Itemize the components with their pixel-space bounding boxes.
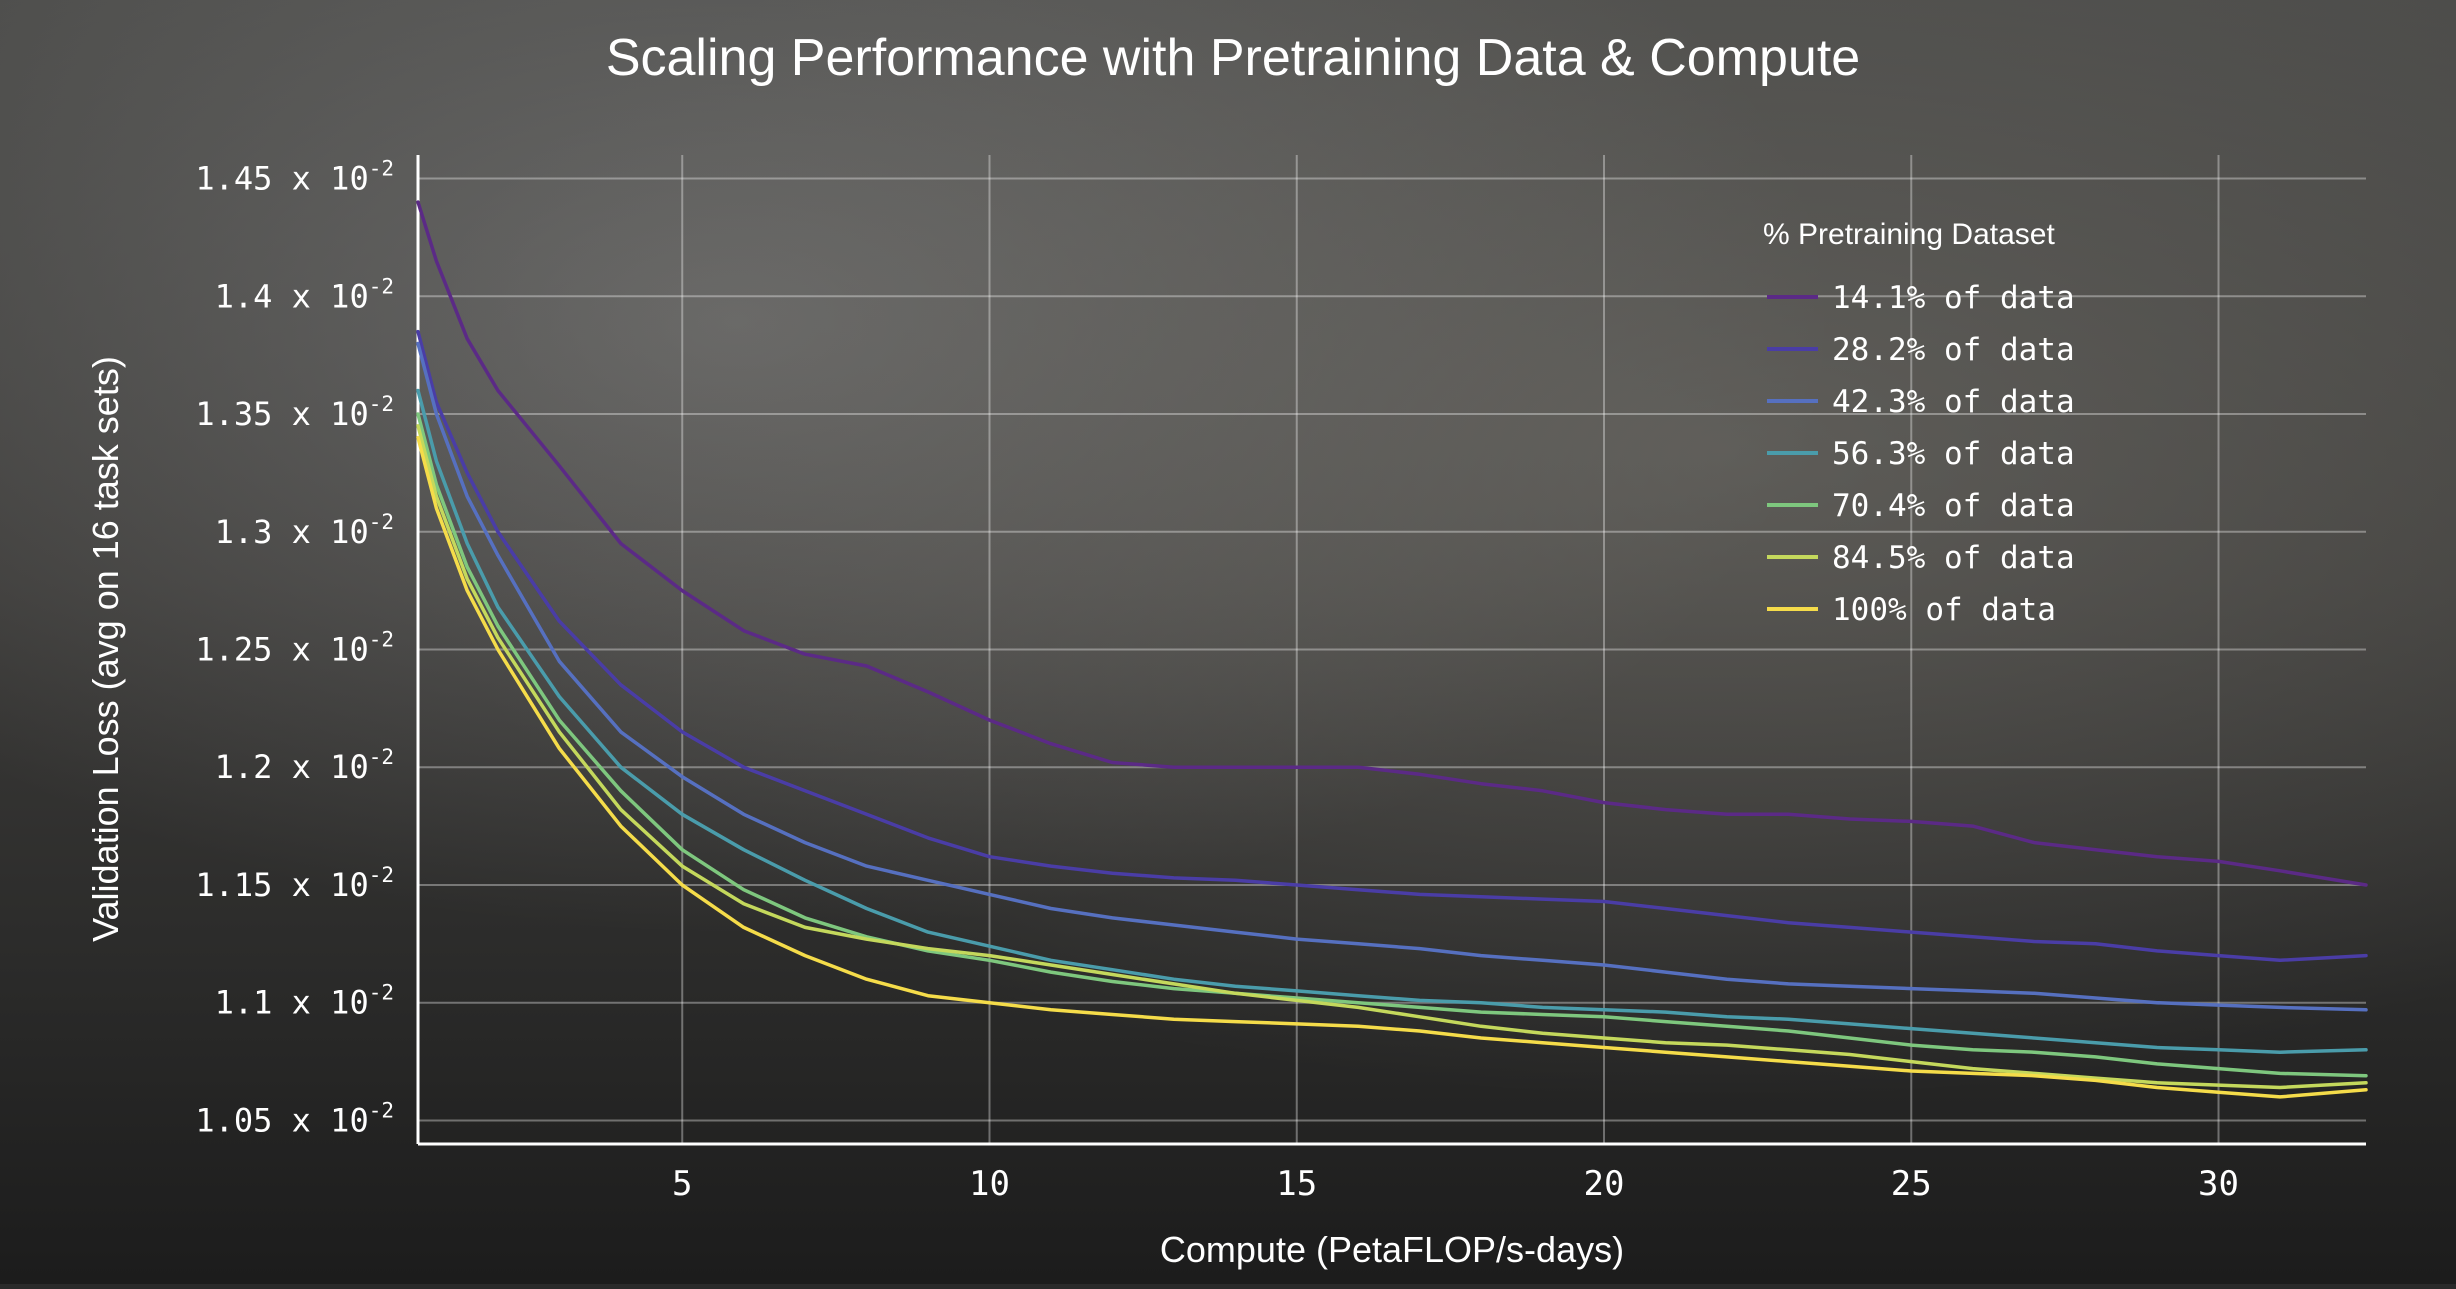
x-tick-label: 20 [1584,1164,1625,1204]
y-tick-label: 1.35 x 10-2 [195,392,394,433]
y-tick-label: 1.1 x 10-2 [215,981,394,1022]
y-tick-label: 1.3 x 10-2 [215,510,394,551]
legend: % Pretraining Dataset 14.1% of data 28.2%… [1763,218,2075,628]
series-lines [416,200,2368,1099]
legend-label: 28.2% of data [1832,332,2075,368]
legend-title: % Pretraining Dataset [1763,218,2055,251]
x-axis-label: Compute (PetaFLOP/s-days) [1160,1229,1624,1270]
x-tick-label: 5 [672,1164,692,1204]
series-line-0 [416,200,2368,887]
x-tick-label: 15 [1276,1164,1317,1204]
y-axis-label: Validation Loss (avg on 16 task sets) [85,356,126,942]
legend-item: 100% of data [1767,592,2056,628]
legend-item: 70.4% of data [1767,488,2075,524]
y-tick-label: 1.05 x 10-2 [195,1098,394,1139]
x-tick-label: 25 [1891,1164,1932,1204]
x-tick-label: 10 [969,1164,1010,1204]
chart-title: Scaling Performance with Pretraining Dat… [606,29,1860,87]
y-tick-label: 1.25 x 10-2 [195,628,394,669]
legend-item: 14.1% of data [1767,280,2075,316]
y-tick-label: 1.4 x 10-2 [215,274,394,315]
series-line-5 [416,424,2368,1090]
series-line-6 [416,435,2368,1099]
series-line-1 [416,329,2368,963]
y-tick-label: 1.45 x 10-2 [195,157,394,198]
x-tick-labels: 5 10 15 20 25 30 [672,1164,2239,1204]
y-tick-labels: 1.05 x 10-2 1.1 x 10-2 1.15 x 10-2 1.2 x 10… [195,157,394,1140]
series-line-4 [416,412,2368,1078]
legend-label: 84.5% of data [1832,540,2075,576]
legend-items: 14.1% of data 28.2% of data 42.3% of data 5… [1767,280,2075,628]
axes [416,155,2366,1146]
grid [418,155,2366,1144]
legend-label: 70.4% of data [1832,488,2075,524]
legend-label: 56.3% of data [1832,436,2075,472]
legend-label: 42.3% of data [1832,384,2075,420]
legend-item: 42.3% of data [1767,384,2075,420]
legend-label: 100% of data [1832,592,2056,628]
legend-item: 84.5% of data [1767,540,2075,576]
x-tick-label: 30 [2198,1164,2239,1204]
y-tick-label: 1.15 x 10-2 [195,863,394,904]
series-line-2 [416,341,2368,1012]
legend-item: 28.2% of data [1767,332,2075,368]
legend-label: 14.1% of data [1832,280,2075,316]
series-line-3 [416,388,2368,1054]
legend-item: 56.3% of data [1767,436,2075,472]
y-tick-label: 1.2 x 10-2 [215,745,394,786]
